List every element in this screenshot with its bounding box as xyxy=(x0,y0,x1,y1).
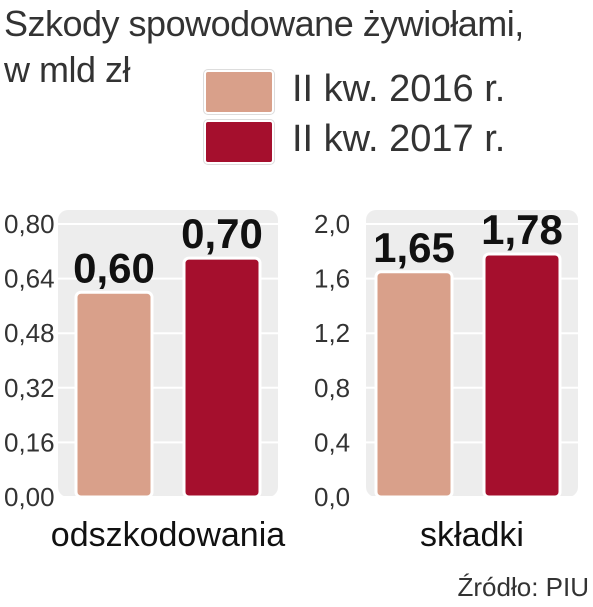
value-label-0-0: 0,60 xyxy=(73,244,155,291)
y-tick-label-0-3: 0,48 xyxy=(4,318,55,348)
chart-title: Szkody spowodowane żywiołami, xyxy=(4,3,524,44)
value-label-0-1: 0,70 xyxy=(181,210,263,257)
bar-0-0 xyxy=(74,290,154,499)
legend-swatch-2016 xyxy=(204,70,274,114)
legend-swatch-2017 xyxy=(204,120,274,164)
legend-label-2016: II kw. 2016 r. xyxy=(292,68,506,110)
category-label-1: składki xyxy=(420,516,524,554)
y-tick-label-0-4: 0,64 xyxy=(4,264,55,294)
legend-label-2017: II kw. 2017 r. xyxy=(292,118,506,160)
y-tick-label-0-1: 0,16 xyxy=(4,427,55,457)
bar-0-1 xyxy=(182,256,262,499)
bar-1-0 xyxy=(374,270,454,499)
y-tick-label-1-5: 2,0 xyxy=(314,209,350,239)
y-tick-label-1-4: 1,6 xyxy=(314,264,350,294)
y-tick-label-0-0: 0,00 xyxy=(4,482,55,512)
value-label-1-0: 1,65 xyxy=(373,224,455,271)
y-tick-label-0-2: 0,32 xyxy=(4,373,55,403)
y-tick-label-1-0: 0,0 xyxy=(314,482,350,512)
y-tick-label-1-3: 1,2 xyxy=(314,318,350,348)
source-note: Źródło: PIU xyxy=(457,572,590,602)
y-tick-label-1-1: 0,4 xyxy=(314,427,350,457)
y-tick-label-1-2: 0,8 xyxy=(314,373,350,403)
category-label-0: odszkodowania xyxy=(51,516,285,554)
y-tick-label-0-5: 0,80 xyxy=(4,209,55,239)
chart-subtitle: w mld zł xyxy=(4,49,131,90)
bar-1-1 xyxy=(482,252,562,499)
value-label-1-1: 1,78 xyxy=(481,206,563,253)
